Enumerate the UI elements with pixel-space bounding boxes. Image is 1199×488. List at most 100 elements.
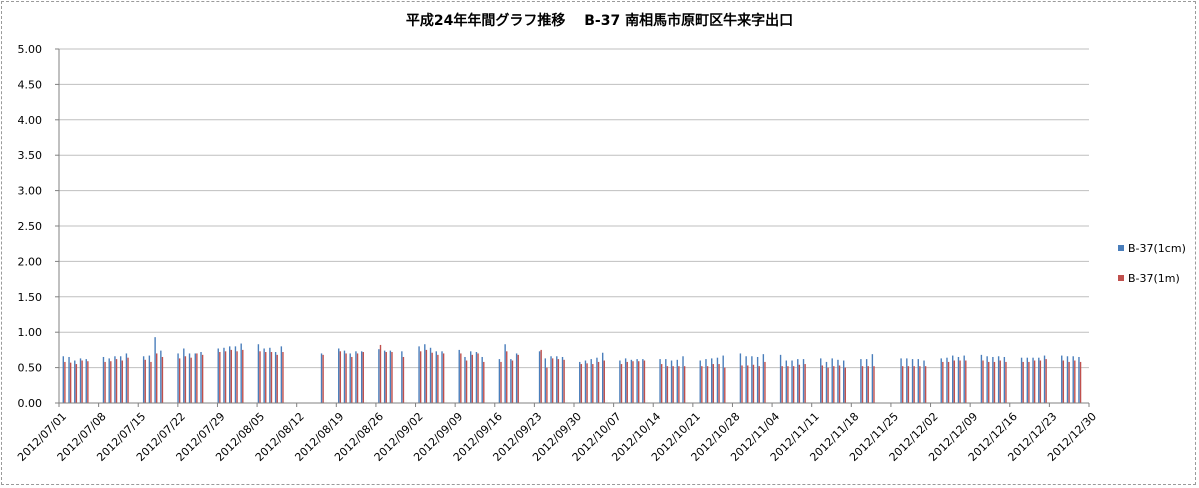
bar-1cm: [785, 360, 788, 403]
bar-1cm: [751, 356, 753, 403]
bar-1cm: [504, 344, 506, 403]
bar-1m: [821, 365, 824, 403]
y-tick-label: 3.50: [18, 149, 43, 162]
bar-1m: [282, 352, 284, 403]
bar-1cm: [923, 360, 925, 403]
bar-1m: [638, 361, 640, 403]
bar-1cm: [779, 354, 782, 403]
bar-1cm: [177, 353, 179, 403]
bar-1m: [833, 366, 835, 403]
x-tick-labels: 2012/07/012012/07/082012/07/152012/07/22…: [15, 410, 1099, 464]
bar-1m: [924, 366, 927, 403]
bar-1cm: [957, 356, 960, 403]
bar-1cm: [338, 348, 340, 403]
y-tick-label: 3.00: [18, 185, 43, 198]
bar-1cm: [349, 353, 351, 403]
bar-1m: [69, 362, 72, 403]
bar-1m: [87, 361, 89, 403]
bar-1cm: [762, 354, 765, 403]
bar-1m: [224, 351, 227, 403]
bar-1m: [110, 361, 112, 403]
bar-1cm: [992, 356, 994, 403]
bar-1cm: [946, 357, 948, 403]
bar-1m: [747, 365, 749, 403]
bar-1m: [982, 360, 984, 403]
bar-1cm: [1026, 357, 1029, 403]
bar-1m: [196, 353, 198, 403]
bar-1cm: [739, 353, 742, 403]
bar-1m: [988, 361, 990, 403]
chart-title: 平成24年年間グラフ推移 B-37 南相馬市原町区牛来字出口: [405, 13, 794, 29]
bar-1m: [551, 358, 554, 403]
bar-1cm: [997, 356, 1000, 403]
bar-1m: [144, 359, 146, 403]
bar-1cm: [378, 349, 380, 403]
bar-1m: [437, 354, 439, 403]
bar-1cm: [601, 352, 604, 403]
bar-1cm: [475, 352, 478, 403]
bar-1m: [150, 361, 152, 403]
bar-1cm: [716, 357, 719, 403]
bar-1cm: [74, 360, 76, 403]
bar-1cm: [590, 359, 592, 403]
bar-1m: [804, 364, 806, 403]
legend-item-1m: B-37(1m): [1118, 270, 1186, 286]
bar-1cm: [234, 346, 237, 403]
bar-1cm: [802, 359, 805, 403]
bar-1m: [270, 352, 273, 403]
bar-1cm: [579, 361, 581, 403]
bar-1cm: [217, 348, 219, 403]
bar-1m: [580, 364, 583, 403]
y-tick-label: 0.00: [18, 397, 43, 410]
bar-1m: [867, 366, 869, 403]
bar-1cm: [676, 359, 678, 403]
legend-swatch-1cm: [1118, 245, 1124, 251]
bar-1cm: [1032, 357, 1034, 403]
bar-1cm: [705, 359, 707, 403]
bar-1cm: [963, 355, 965, 403]
y-tick-label: 5.00: [18, 43, 43, 56]
bar-1m: [844, 367, 846, 403]
bar-1m: [838, 365, 841, 403]
bar-1m: [402, 356, 405, 403]
bar-1m: [827, 367, 829, 403]
bar-1m: [666, 366, 669, 403]
bar-1m: [586, 363, 588, 403]
bar-1m: [718, 364, 720, 403]
bar-1m: [1062, 360, 1065, 403]
bar-1m: [64, 361, 66, 403]
bar-1cm: [871, 354, 874, 403]
bar-1m: [178, 358, 181, 403]
bar-1cm: [441, 351, 443, 403]
bar-1cm: [320, 353, 323, 403]
bar-1cm: [389, 350, 392, 403]
y-tick-label: 2.50: [18, 220, 43, 233]
bar-1m: [219, 352, 221, 403]
bar-1cm: [659, 359, 661, 403]
bar-1m: [81, 360, 83, 403]
bar-1cm: [1038, 357, 1040, 403]
bar-1m: [1028, 361, 1030, 403]
bar-1cm: [1061, 355, 1063, 403]
bar-1m: [379, 344, 382, 403]
bar-1cm: [274, 352, 277, 403]
bar-1cm: [756, 356, 759, 403]
bar-1m: [781, 366, 783, 403]
bar-1cm: [745, 356, 747, 403]
bar-1m: [322, 354, 324, 403]
bar-1cm: [642, 359, 644, 403]
bar-1m: [104, 361, 106, 403]
bar-1m: [506, 351, 508, 403]
bar-1cm: [624, 358, 627, 403]
bar-1m: [345, 353, 347, 403]
bar-1m: [1079, 361, 1082, 403]
bar-1m: [1022, 361, 1024, 403]
bar-1m: [351, 356, 353, 403]
bar-1m: [276, 354, 278, 403]
bar-1cm: [865, 359, 868, 403]
bar-1m: [597, 361, 600, 403]
bar-1cm: [1020, 357, 1023, 403]
axes: [55, 48, 1090, 407]
bar-1cm: [470, 351, 472, 403]
bar-1cm: [1066, 356, 1069, 403]
